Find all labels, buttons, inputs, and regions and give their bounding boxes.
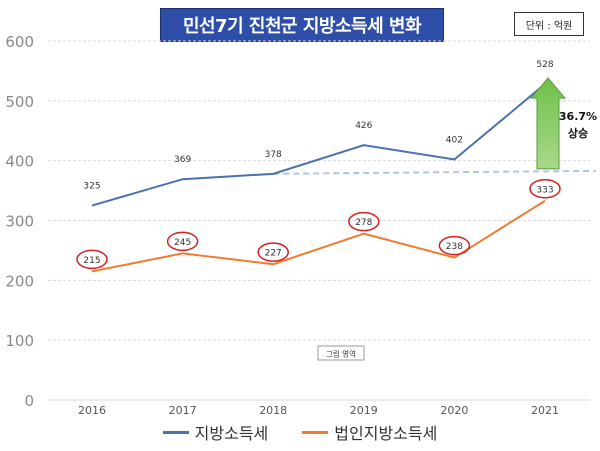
unit-label-box: 단위 : 억원	[514, 12, 584, 36]
legend-item-1: 지방소득세	[162, 420, 269, 444]
data-label-highlight-circle	[166, 231, 199, 252]
series-line-1	[91, 83, 546, 207]
chart-title-box: 민선7기 진천군 지방소득세 변화	[160, 8, 444, 42]
y-tick-label: 300	[5, 213, 34, 231]
gridlines	[48, 40, 590, 401]
y-tick-label: 600	[5, 33, 34, 51]
x-tick-label: 2021	[531, 404, 559, 417]
increase-percent: 36.7%	[559, 110, 597, 123]
data-label-series-2: 227	[265, 249, 282, 259]
increase-word: 상승	[568, 126, 588, 140]
watermark-text: 그림 영역	[326, 349, 356, 359]
y-tick-label: 200	[5, 272, 34, 290]
chart-title: 민선7기 진천군 지방소득세 변화	[182, 16, 422, 37]
data-label-series-2: 238	[446, 242, 463, 252]
series-lines	[91, 83, 546, 273]
y-tick-label: 500	[5, 93, 34, 111]
series-line-2	[91, 199, 546, 273]
reference-dashed-line	[273, 169, 597, 175]
data-label-series-1: 325	[83, 182, 100, 192]
data-label-highlight-circle	[257, 242, 289, 262]
data-label-highlight-circle	[438, 235, 471, 256]
x-tick-label: 2017	[169, 404, 197, 417]
up-arrow-icon	[529, 77, 567, 170]
data-label-highlight-circle	[348, 211, 380, 232]
legend-label: 법인지방소득세	[334, 424, 438, 443]
data-label-series-2: 215	[83, 256, 100, 266]
data-label-series-1: 378	[265, 150, 282, 160]
data-label-series-2: 333	[536, 185, 553, 195]
x-tick-label: 2019	[350, 404, 378, 417]
y-tick-label: 400	[5, 153, 34, 171]
data-label-series-2: 278	[355, 218, 372, 228]
data-label-series-2: 245	[174, 238, 191, 248]
y-axis-ticks: 0 100 200 300 400 500 600	[5, 33, 34, 410]
x-tick-label: 2016	[78, 404, 106, 417]
legend-item-2: 법인지방소득세	[302, 420, 437, 444]
unit-label: 단위 : 억원	[525, 20, 573, 32]
line-chart: 0 100 200 300 400 500 600 2016 2017 2018 2019 2020…	[5, 33, 597, 417]
y-tick-label: 100	[5, 332, 34, 350]
x-tick-label: 2018	[259, 404, 287, 417]
data-label-highlight-circle	[529, 179, 561, 199]
legend-swatch	[302, 430, 329, 434]
data-label-series-1: 369	[174, 155, 191, 165]
legend: 지방소득세 법인지방소득세	[0, 420, 600, 444]
data-label-series-1: 426	[355, 121, 372, 131]
data-label-series-1: 402	[446, 135, 463, 145]
legend-swatch	[162, 430, 189, 434]
legend-label: 지방소득세	[194, 424, 269, 443]
data-labels: 325 369 378 426 402 528 215 245 227 278 238 333	[76, 60, 561, 270]
x-axis-ticks: 2016 2017 2018 2019 2020 2021	[78, 404, 559, 417]
x-tick-label: 2020	[440, 404, 468, 417]
increase-arrow: 36.7% 상승	[529, 77, 597, 170]
data-label-highlight-circle	[76, 249, 108, 270]
y-tick-label: 0	[24, 392, 34, 410]
data-label-series-1: 528	[536, 60, 553, 70]
watermark-box: 그림 영역	[317, 345, 365, 361]
